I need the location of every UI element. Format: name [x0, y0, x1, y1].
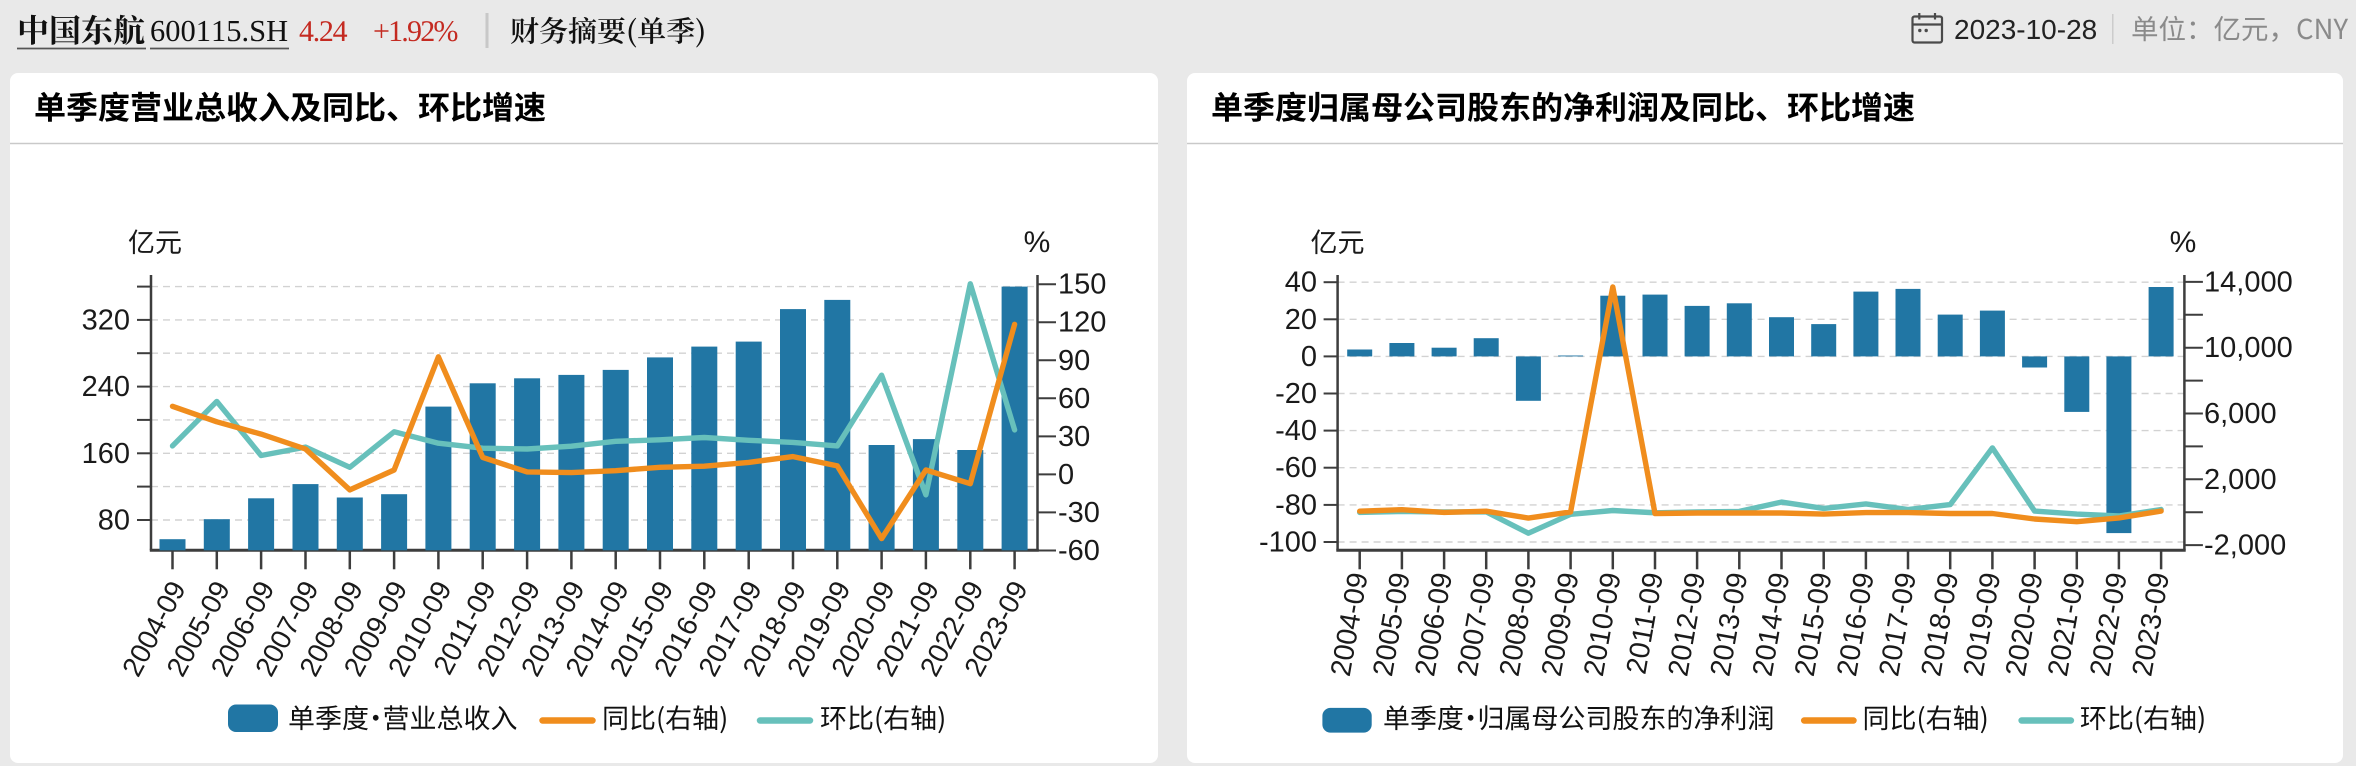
svg-text:60: 60	[1058, 383, 1090, 415]
svg-text:2023-10-28: 2023-10-28	[1954, 14, 2097, 45]
svg-text:40: 40	[1285, 267, 1317, 299]
svg-text:160: 160	[82, 438, 130, 470]
svg-text:20: 20	[1285, 304, 1317, 336]
svg-text:30: 30	[1058, 421, 1090, 453]
svg-text:90: 90	[1058, 345, 1090, 377]
svg-text:-60: -60	[1275, 452, 1317, 484]
svg-text:10,000: 10,000	[2204, 332, 2293, 364]
svg-text:-40: -40	[1275, 415, 1317, 447]
svg-text:0: 0	[1058, 459, 1074, 491]
svg-text:240: 240	[82, 371, 130, 403]
svg-text:-20: -20	[1275, 378, 1317, 410]
svg-text:0: 0	[1301, 341, 1317, 373]
svg-text:%: %	[1024, 226, 1051, 259]
svg-text:-100: -100	[1259, 527, 1317, 559]
svg-text:80: 80	[98, 505, 130, 537]
svg-text:150: 150	[1058, 269, 1106, 301]
svg-text:%: %	[2170, 226, 2197, 259]
svg-text:-2,000: -2,000	[2204, 530, 2286, 562]
svg-text:320: 320	[82, 304, 130, 336]
svg-text:-60: -60	[1058, 535, 1100, 567]
svg-text:14,000: 14,000	[2204, 266, 2293, 298]
svg-text:-30: -30	[1058, 497, 1100, 529]
svg-text:120: 120	[1058, 307, 1106, 339]
svg-text:6,000: 6,000	[2204, 398, 2277, 430]
svg-text:2,000: 2,000	[2204, 464, 2277, 496]
svg-text:-80: -80	[1275, 489, 1317, 521]
